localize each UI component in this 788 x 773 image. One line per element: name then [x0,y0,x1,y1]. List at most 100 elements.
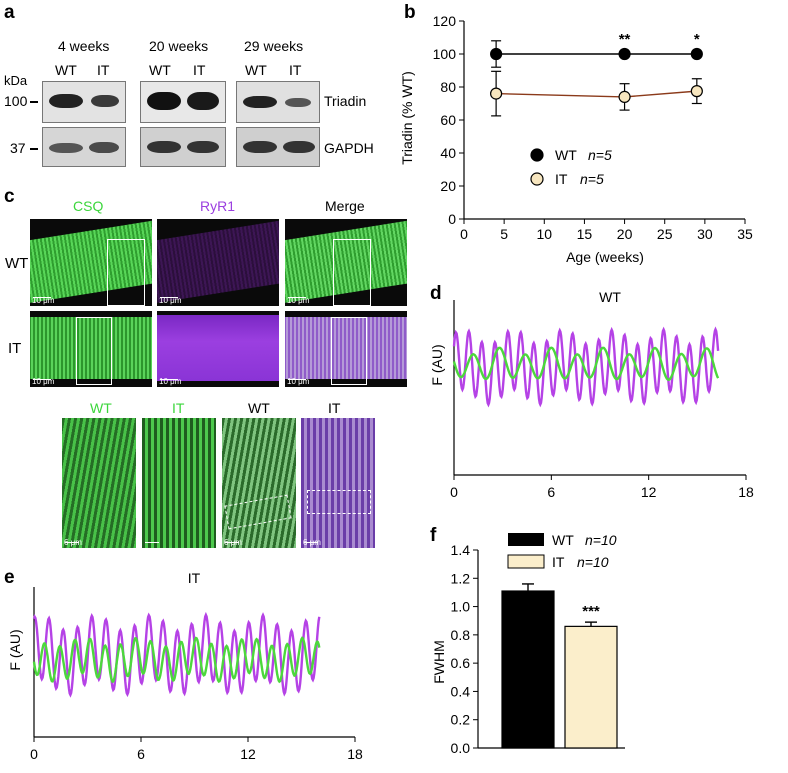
x-tick-label: 0 [450,484,458,500]
lane-wt-3: WT [245,62,267,78]
y-tick-label: 120 [433,13,457,29]
chart-d: 0 6 12 18 WT F (AU) [429,289,754,500]
blot-triadin-4wk [42,81,126,123]
x-tick-label: 35 [737,226,753,242]
col-label-csq: CSQ [73,198,104,214]
legend-marker-WT [530,148,544,162]
lane-it-2: IT [193,62,206,78]
chart-f-legend-swatch-it [507,554,545,569]
scale-label: 10 μm [159,377,182,386]
chart-b-legend-wt-n: n=5 [588,147,612,163]
blot-triadin-29wk [236,81,320,123]
x-tick-label: 12 [641,484,657,500]
legend-marker-IT [530,172,544,186]
chart-e-ylabel: F (AU) [7,629,23,670]
band-wt [49,143,83,153]
image-it-merge: 10 μm [285,311,407,387]
significance-label: *** [582,603,600,620]
band-it [285,98,311,107]
band-wt [243,141,277,153]
chart-f-ylabel: FWHM [431,640,447,684]
zoom-it-csq [142,418,216,548]
bar-WT [501,590,555,749]
kda-label: kDa [4,73,28,88]
scale-label: 10 μm [32,377,55,386]
band-wt [49,94,83,108]
y-tick-label: 1.2 [451,570,471,586]
y-tick-label: 20 [440,178,456,194]
row-label-it: IT [8,340,22,357]
zoom-label-wt-green: WT [90,400,112,416]
x-tick-label: 18 [347,746,363,762]
data-point-IT [490,87,503,100]
lane-wt-2: WT [149,62,171,78]
data-point-WT [690,47,703,61]
scale-label: 10 μm [287,296,310,305]
group-label-20wk: 20 weeks [149,38,209,54]
zoom-label-it-merge: IT [328,400,341,416]
chart-b-legend-wt: WT [555,147,577,163]
chart-d-title: WT [599,289,621,305]
band-wt [243,96,277,108]
band-it [89,142,119,153]
image-it-csq: 10 μm [30,311,152,387]
x-tick-label: 0 [460,226,468,242]
x-tick-label: 25 [657,226,673,242]
trace-RyR1 [32,611,321,698]
chart-b-legend-it: IT [555,171,568,187]
significance-label: * [694,31,700,48]
x-tick-label: 20 [617,226,633,242]
zoom-wt-csq: 6 μm [62,418,136,548]
scale-label: 10 μm [287,377,310,386]
y-tick-label: 1.4 [451,542,471,558]
panel-e-letter: e [4,567,15,588]
lane-it-3: IT [289,62,302,78]
blot-triadin-20wk [140,81,226,123]
data-point-WT [618,47,631,61]
panel-c-letter: c [4,186,15,207]
scale-label: 6 μm [64,538,82,547]
y-tick-label: 0.2 [451,712,471,728]
marker-tick-37 [30,148,38,150]
y-tick-label: 1.0 [451,599,471,615]
zoom-wt-merge: 6 μm [222,418,296,548]
marker-tick-100 [30,101,38,103]
protein-triadin: Triadin [324,93,367,109]
zoom-it-merge: 6 μm [301,418,375,548]
band-it [91,95,119,107]
chart-b-ylabel: Triadin (% WT) [400,71,415,165]
image-wt-merge: 10 μm [285,219,407,306]
zoom-label-it-green: IT [172,400,185,416]
blot-gapdh-20wk [140,127,226,167]
image-it-ryr1: 10 μm [157,311,279,387]
x-tick-label: 0 [30,746,38,762]
band-it [187,92,219,110]
significance-label: ** [619,31,631,48]
chart-f: 0.0 0.2 0.4 0.6 0.8 1.0 1.2 1.4 *** FWHM WT n=1… [431,532,625,756]
x-tick-label: 15 [577,226,593,242]
band-it [187,141,219,153]
y-tick-label: 0.6 [451,655,471,671]
chart-e: 0 6 12 18 IT F (AU) [7,570,363,762]
group-label-29wk: 29 weeks [244,38,304,54]
chart-f-legend-it: IT [552,554,565,570]
scale-label: 10 μm [159,296,182,305]
panel-f-letter: f [430,525,437,546]
scale-label: 6 μm [303,538,321,547]
series-line-IT [496,90,697,98]
zoom-label-wt-merge: WT [248,400,270,416]
y-tick-label: 40 [440,145,456,161]
col-label-ryr1: RyR1 [200,198,236,214]
trace-CSQ [32,636,321,684]
y-tick-label: 100 [433,46,457,62]
panel-b-letter: b [404,2,416,23]
blot-gapdh-4wk [42,127,126,167]
chart-d-ylabel: F (AU) [429,344,445,385]
chart-b-legend-it-n: n=5 [580,171,604,187]
chart-f-legend-swatch-wt [508,533,544,546]
band-wt [147,141,181,153]
protein-gapdh: GAPDH [324,140,374,156]
data-point-IT [690,85,703,98]
x-tick-label: 12 [240,746,256,762]
x-tick-label: 10 [536,226,552,242]
